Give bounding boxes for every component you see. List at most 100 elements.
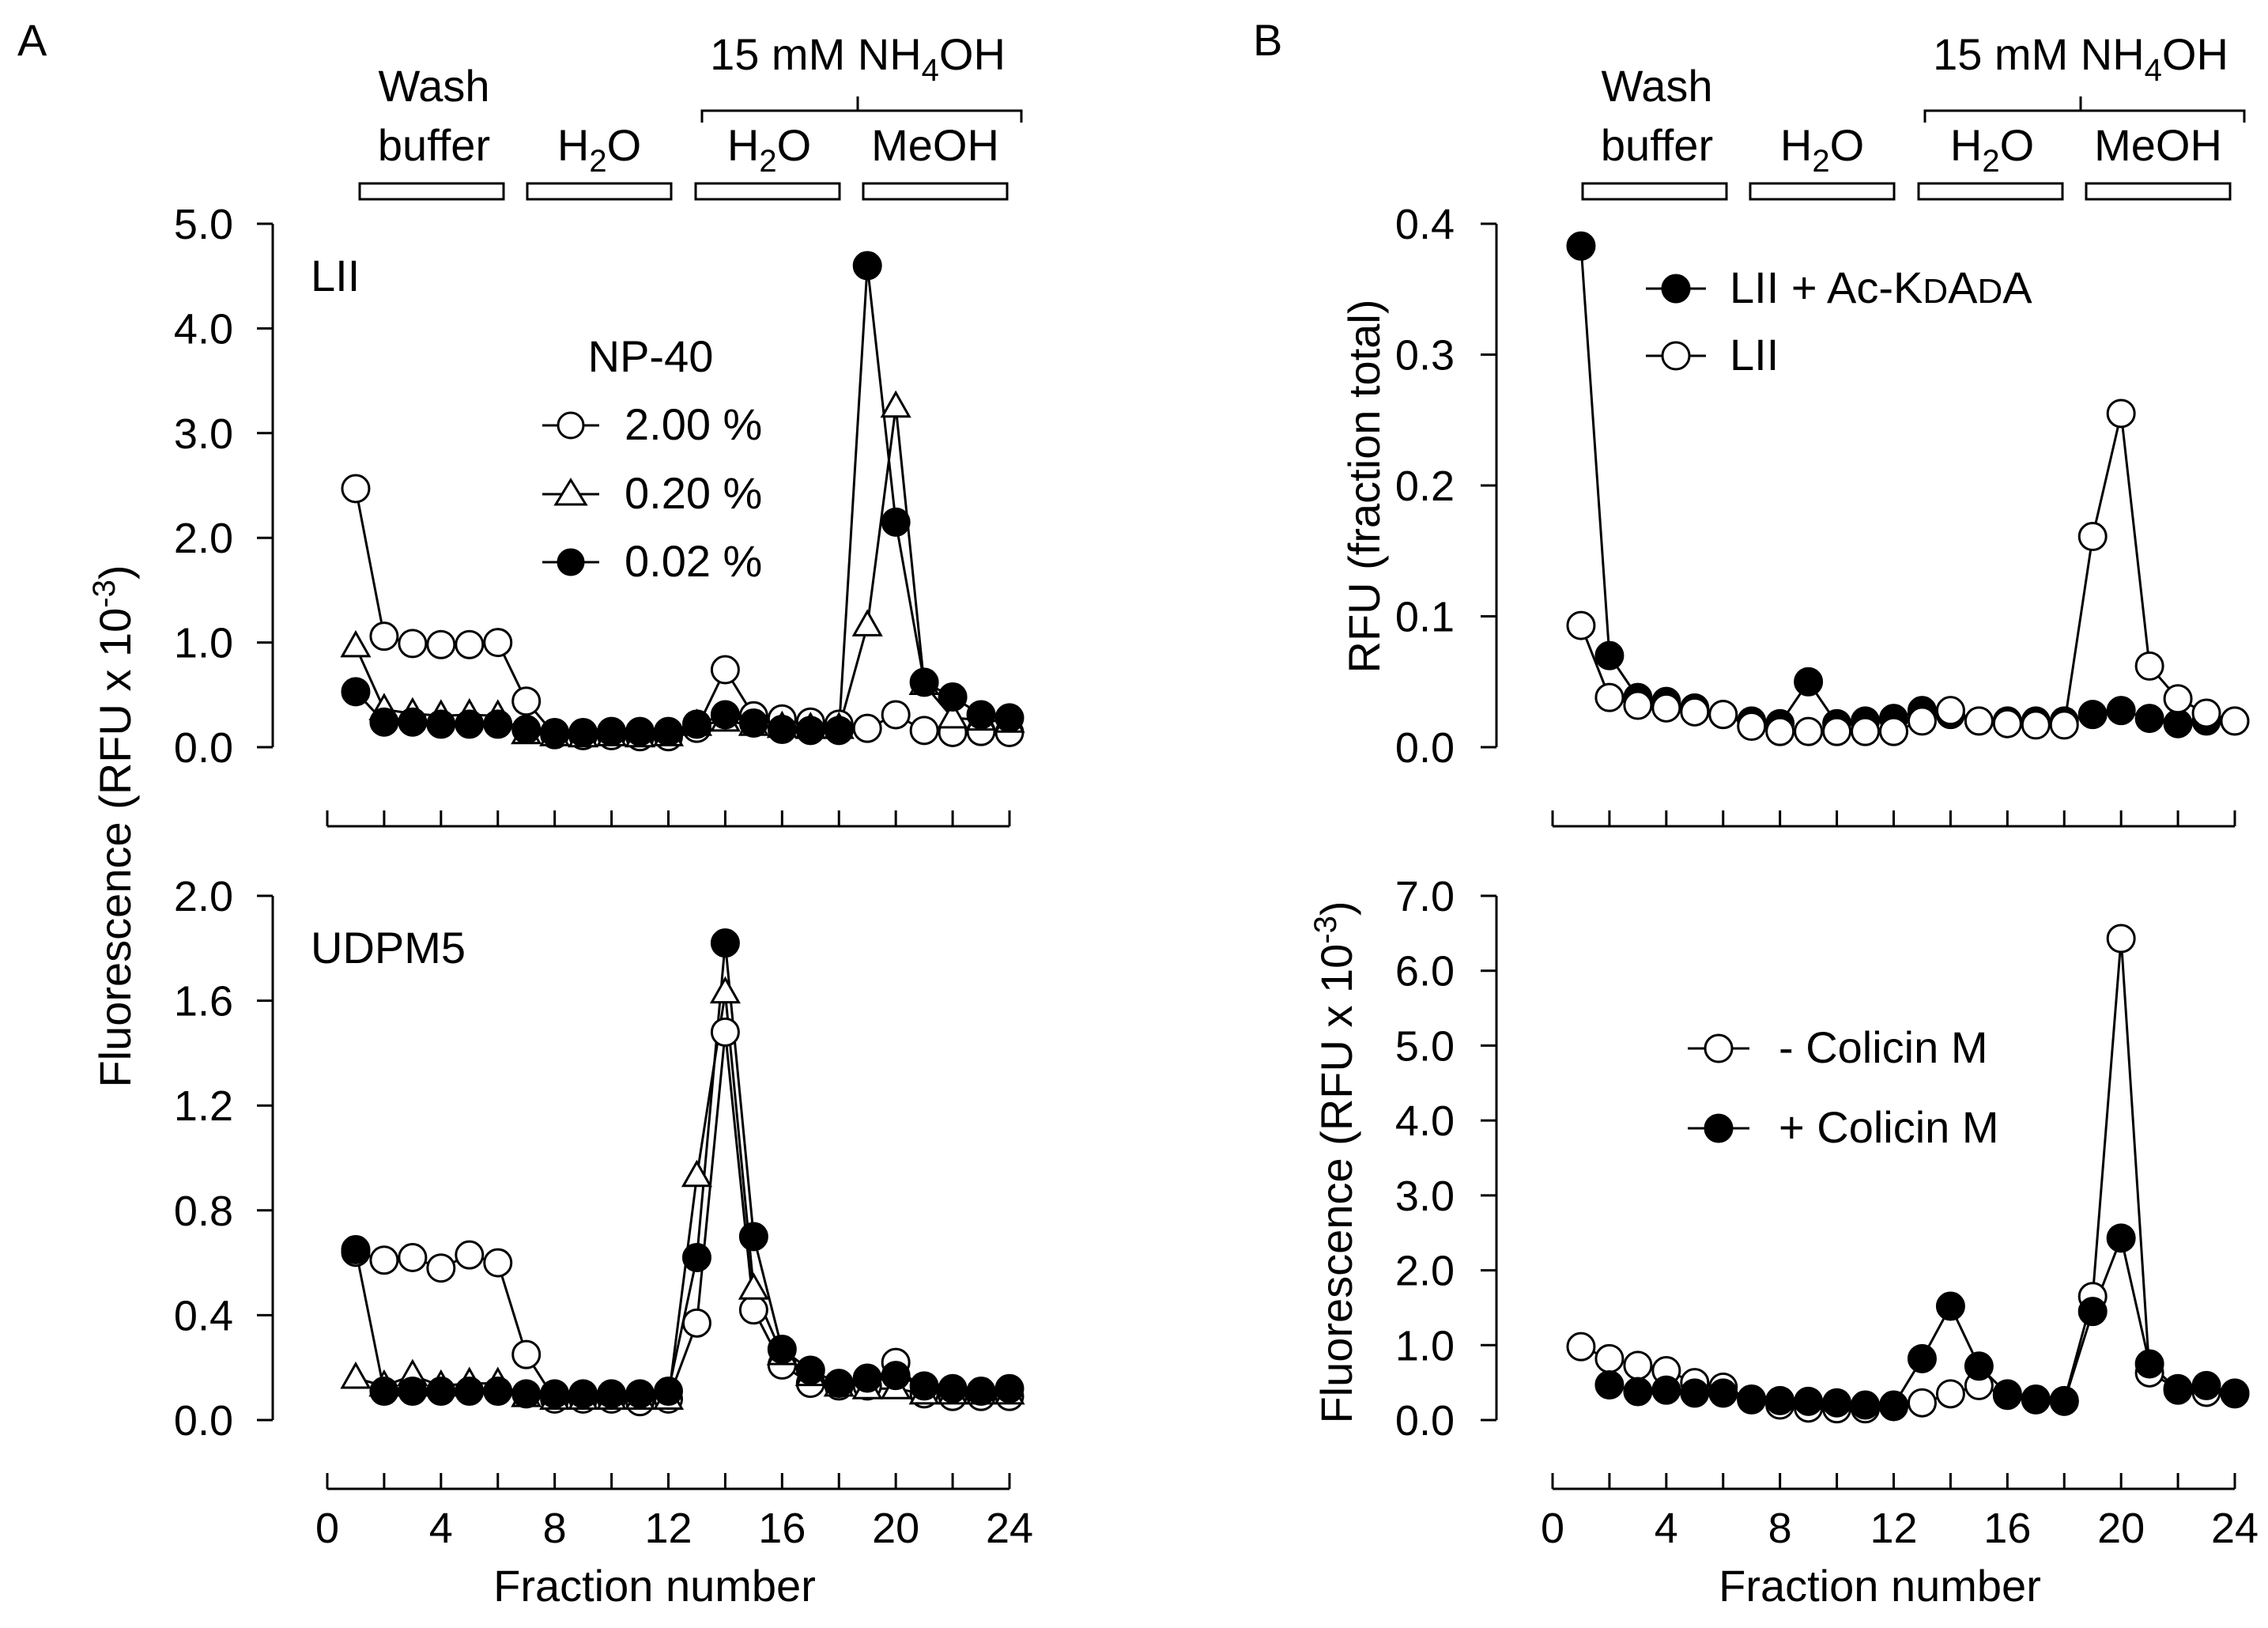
- data-point-filled: [625, 716, 655, 746]
- y-tick-label: 0.4: [174, 1292, 233, 1339]
- y-tick-label: 0.1: [1395, 594, 1455, 641]
- data-point-filled: [2191, 1370, 2221, 1400]
- data-point-open: [369, 621, 399, 652]
- data-point-open: [1822, 716, 1852, 746]
- y-tick-label: 1.6: [174, 978, 233, 1026]
- data-point-open: [1765, 716, 1795, 746]
- y-tick-label: 0.8: [174, 1188, 233, 1235]
- meoh-label: MeOH: [871, 120, 999, 170]
- y-tick-label: 4.0: [1395, 1097, 1455, 1145]
- data-point-filled: [540, 1379, 570, 1409]
- data-point-open: [1623, 1350, 1653, 1381]
- data-point-open: [2163, 684, 2193, 714]
- legend-marker-filled-circle: [1661, 274, 1691, 304]
- data-point-filled: [511, 714, 542, 744]
- y-tick-label: 6.0: [1395, 948, 1455, 995]
- data-point-open: [398, 629, 428, 659]
- y-tick-label: 2.0: [174, 515, 233, 562]
- data-point-filled: [1851, 1390, 1881, 1420]
- data-point-filled: [1623, 1377, 1653, 1407]
- legend-label: + Colicin M: [1779, 1102, 1999, 1152]
- y-tick-label: 0.0: [174, 1397, 233, 1445]
- chart-b-top: 0.0 0.1 0.2 0.3 0.4: [1395, 201, 2250, 828]
- panel-letter-b: B: [1253, 15, 1282, 65]
- chart-b-bottom: 0.0 1.0 2.0 3.0 4.0 5.0 6.0 7.0 0 4 8 12 16 20 24: [1395, 873, 2259, 1552]
- data-point-open: [710, 1017, 740, 1047]
- data-point-filled: [1708, 1378, 1738, 1408]
- legend-label-kdada: LII + Ac-KDADA: [1730, 263, 2032, 312]
- data-point-filled: [994, 1373, 1025, 1403]
- data-point-open: [909, 716, 939, 746]
- y-tick-label: 2.0: [174, 873, 233, 920]
- wash-label-line2: buffer: [378, 120, 490, 170]
- panel-annotation: UDPM5: [311, 923, 466, 973]
- y-tick-label: 4.0: [174, 305, 233, 353]
- data-point-filled: [568, 1379, 598, 1409]
- data-point-filled: [398, 1377, 428, 1407]
- nh4oh-bracket: [1923, 96, 2246, 123]
- panel-b-header: Wash buffer H2O 15 mM NH4OH H2O MeOH: [1581, 29, 2246, 201]
- h2o-bar: [1749, 182, 1896, 201]
- series-line: [1579, 413, 2236, 733]
- y-tick-label: 5.0: [1395, 1022, 1455, 1070]
- y-tick-label: 1.2: [174, 1082, 233, 1130]
- data-point-filled: [824, 716, 854, 746]
- data-point-filled: [2077, 700, 2108, 730]
- legend-np40: NP-40 2.00 % 0.20 % 0.02 %: [542, 331, 762, 586]
- data-point-filled: [1680, 1378, 1710, 1408]
- a-y-axis-title: Fluorescence (RFU x 10-3): [87, 565, 140, 1087]
- legend-marker-open-triangle: [553, 478, 588, 506]
- data-point-open: [511, 686, 542, 716]
- data-point-filled: [625, 1379, 655, 1409]
- wash-bar: [1581, 182, 1728, 201]
- y-tick-label: 3.0: [1395, 1173, 1455, 1220]
- data-point-open: [1992, 708, 2022, 738]
- data-point-filled: [568, 717, 598, 747]
- data-point-open: [2106, 399, 2136, 429]
- data-point-filled: [654, 1377, 683, 1407]
- data-point-filled: [938, 1373, 968, 1403]
- legend-label: - Colicin M: [1779, 1022, 1987, 1072]
- x-tick-label: 24: [986, 1505, 1033, 1552]
- data-point-filled: [2106, 696, 2136, 726]
- data-point-open: [2106, 924, 2136, 954]
- wash-label-line2: buffer: [1601, 120, 1713, 170]
- data-point-filled: [540, 717, 570, 747]
- data-point-open: [1794, 716, 1824, 746]
- data-point-triangle: [681, 1159, 713, 1188]
- data-point-filled: [398, 707, 428, 737]
- data-point-filled: [710, 700, 740, 730]
- data-point-open: [1964, 706, 1994, 736]
- data-point-open: [2021, 710, 2051, 740]
- panel-letter-a: A: [17, 15, 47, 65]
- data-point-filled: [852, 1363, 882, 1393]
- data-point-filled: [1566, 231, 1596, 261]
- data-point-open: [1623, 690, 1653, 720]
- data-point-triangle: [937, 701, 968, 729]
- data-point-filled: [455, 709, 485, 739]
- data-point-filled: [1651, 1375, 1681, 1405]
- data-point-filled: [341, 1235, 371, 1265]
- data-point-triangle: [709, 976, 741, 1004]
- data-point-open: [681, 1308, 711, 1338]
- data-point-filled: [795, 716, 825, 746]
- data-point-open: [1851, 716, 1881, 746]
- data-point-triangle: [880, 390, 911, 418]
- data-point-filled: [2220, 1378, 2250, 1408]
- y-tick-label: 7.0: [1395, 873, 1455, 920]
- data-point-triangle: [851, 609, 883, 636]
- data-point-open: [2077, 522, 2108, 552]
- x-tick-label: 12: [644, 1505, 692, 1552]
- data-point-filled: [1907, 1343, 1937, 1373]
- y-tick-label: 0.0: [1395, 1397, 1455, 1445]
- data-point-open: [2220, 706, 2250, 736]
- h2o-label: H2O: [1780, 120, 1864, 179]
- data-point-filled: [1794, 667, 1824, 697]
- nh4oh-h2o-label: H2O: [727, 120, 811, 179]
- x-tick-label: 4: [1655, 1505, 1678, 1552]
- data-point-open: [1907, 706, 1937, 736]
- data-point-open: [2049, 710, 2079, 740]
- data-point-triangle: [340, 629, 372, 658]
- data-point-filled: [1935, 1291, 1965, 1321]
- data-point-open: [483, 628, 513, 658]
